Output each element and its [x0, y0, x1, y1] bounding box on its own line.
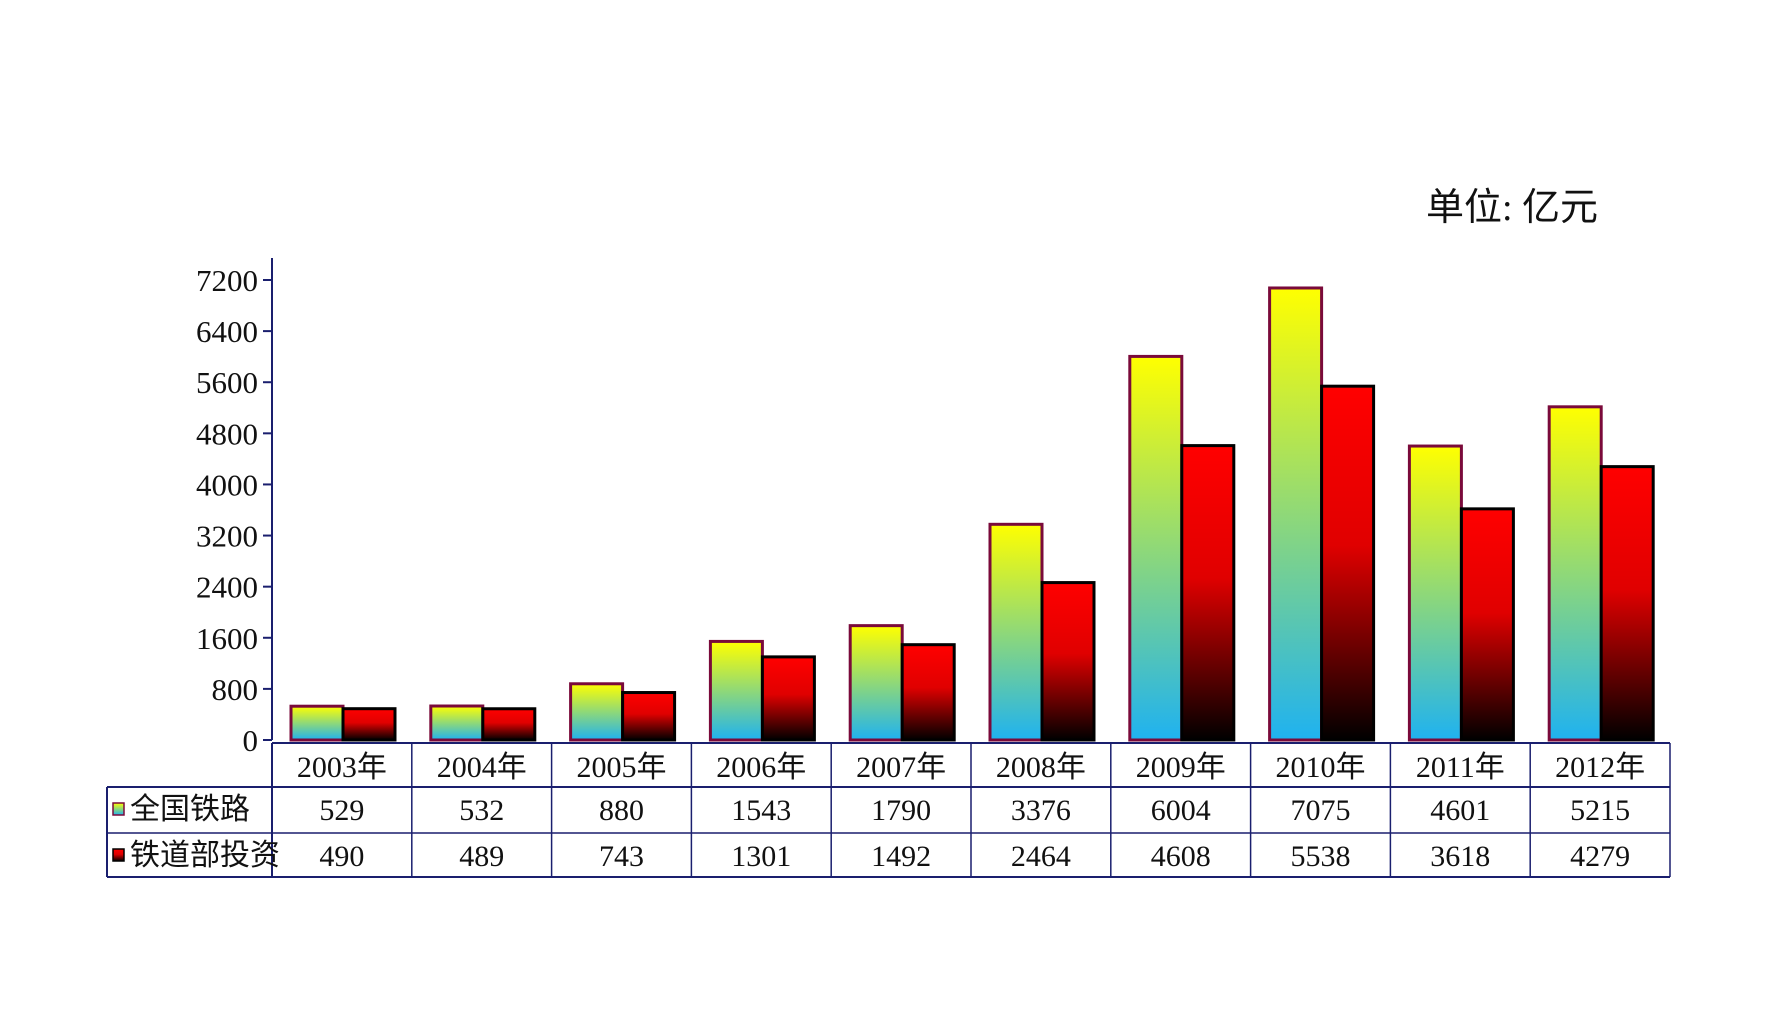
- data-table-value: 2464: [1011, 840, 1071, 873]
- bar-ministry-investment: [1040, 581, 1096, 742]
- bar-ministry-investment: [1599, 465, 1655, 742]
- x-category-label: 2010年: [1276, 751, 1366, 784]
- bar-national-railway: [1268, 286, 1324, 742]
- data-table-value: 3376: [1011, 794, 1071, 827]
- bar-ministry-investment: [900, 643, 956, 742]
- x-category-label: 2009年: [1136, 751, 1226, 784]
- x-category-label: 2003年: [297, 751, 387, 784]
- bar-ministry-investment: [1320, 384, 1376, 742]
- x-category-label: 2006年: [716, 751, 806, 784]
- data-table-value: 4601: [1430, 794, 1490, 827]
- data-table-value: 1492: [871, 840, 931, 873]
- x-category-label: 2007年: [856, 751, 946, 784]
- data-table-value: 1790: [871, 794, 931, 827]
- bar-ministry-investment: [1459, 507, 1515, 742]
- bar-national-railway: [289, 704, 345, 742]
- bar-ministry-investment: [1180, 444, 1236, 742]
- bars-group: [289, 286, 1655, 742]
- bar-national-railway: [988, 522, 1044, 742]
- x-category-label: 2008年: [996, 751, 1086, 784]
- legend-swatch-national-railway: [112, 802, 125, 816]
- bar-national-railway: [1407, 444, 1463, 742]
- bar-national-railway: [1128, 354, 1184, 742]
- bar-ministry-investment: [760, 655, 816, 742]
- y-tick-label: 6400: [196, 314, 258, 349]
- y-tick-label: 3200: [196, 519, 258, 554]
- bar-ministry-investment: [621, 691, 677, 742]
- y-tick-label: 4000: [196, 467, 258, 502]
- data-table-value: 6004: [1151, 794, 1211, 827]
- data-table-value: 529: [319, 794, 364, 827]
- bar-ministry-investment: [341, 707, 397, 742]
- x-category-label: 2004年: [437, 751, 527, 784]
- data-table-value: 7075: [1291, 794, 1351, 827]
- data-table-value: 532: [459, 794, 504, 827]
- data-table-value: 1301: [731, 840, 791, 873]
- bar-national-railway: [1547, 405, 1603, 742]
- y-axis-ticks: 0 800 1600 2400 3200 4000 4800 5600 6400 7200: [196, 263, 272, 758]
- data-table-value: 743: [599, 840, 644, 873]
- unit-label: 单位: 亿元: [1426, 187, 1598, 229]
- y-tick-label: 2400: [196, 570, 258, 605]
- data-table-value: 490: [319, 840, 364, 873]
- legend-swatch-ministry-investment: [112, 848, 125, 862]
- bar-ministry-investment: [481, 707, 537, 742]
- x-category-label: 2011年: [1416, 751, 1505, 784]
- x-category-label: 2012年: [1555, 751, 1645, 784]
- data-table-value: 4608: [1151, 840, 1211, 873]
- data-table-value: 489: [459, 840, 504, 873]
- bar-national-railway: [429, 704, 485, 742]
- legend-series-name: 铁道部投资: [130, 839, 280, 872]
- y-tick-label: 5600: [196, 365, 258, 400]
- legend-series-name: 全国铁路: [130, 793, 250, 826]
- y-tick-label: 7200: [196, 263, 258, 298]
- data-table-value: 1543: [731, 794, 791, 827]
- data-table-value: 5215: [1570, 794, 1630, 827]
- data-table-value: 5538: [1291, 840, 1351, 873]
- data-table-value: 4279: [1570, 840, 1630, 873]
- data-table: 2003年 2004年 2005年 2006年 2007年 2008年 2009年 2010年…: [106, 742, 1671, 878]
- bar-national-railway: [569, 682, 625, 742]
- bar-national-railway: [848, 624, 904, 742]
- data-table-value: 880: [599, 794, 644, 827]
- bar-national-railway: [708, 639, 764, 742]
- y-tick-label: 4800: [196, 416, 258, 451]
- data-table-value: 3618: [1430, 840, 1490, 873]
- x-category-label: 2005年: [577, 751, 667, 784]
- y-tick-label: 0: [243, 723, 259, 758]
- y-tick-label: 800: [212, 672, 259, 707]
- y-tick-label: 1600: [196, 621, 258, 656]
